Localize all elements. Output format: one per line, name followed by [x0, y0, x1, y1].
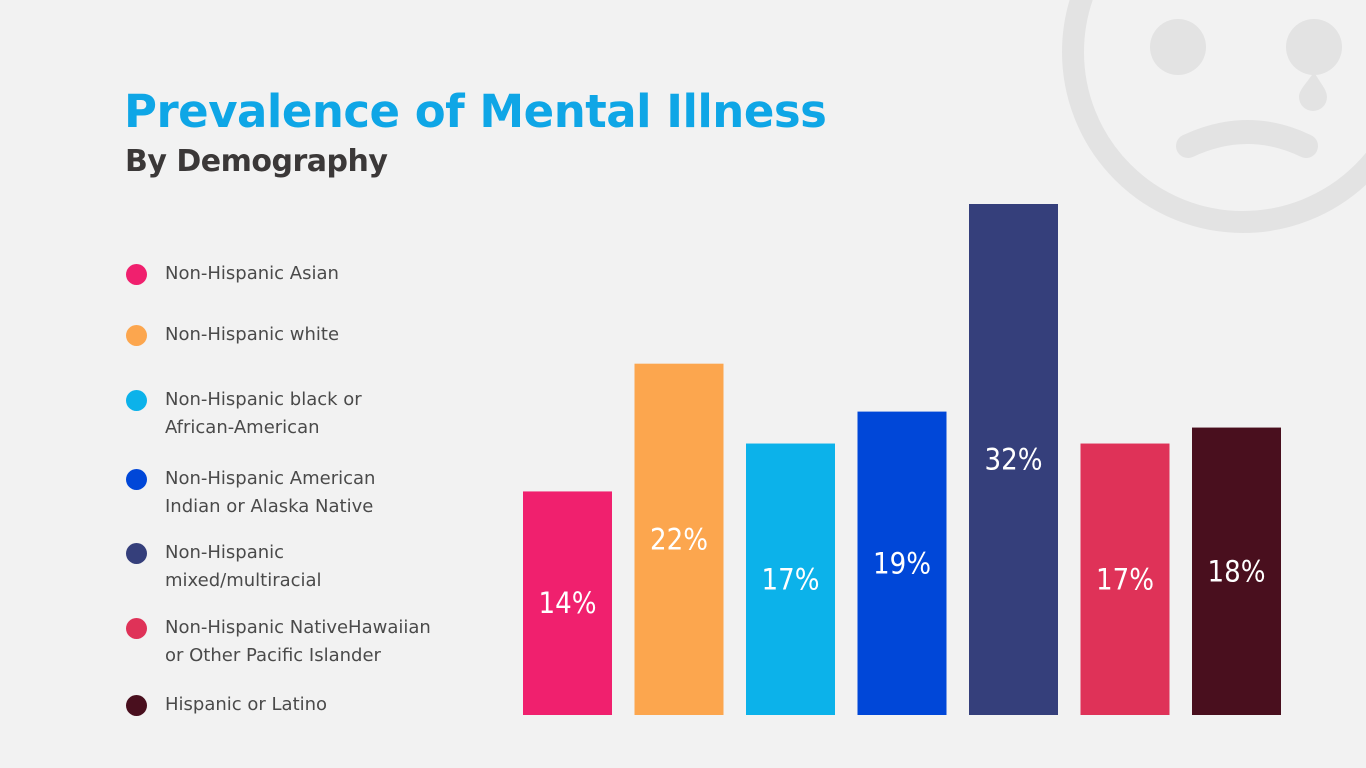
bar — [523, 491, 612, 715]
legend-label-line: Hispanic or Latino — [165, 694, 328, 715]
legend-label-line: Non-Hispanic NativeHawaiian — [165, 617, 431, 638]
bar-value-label: 14% — [539, 586, 597, 620]
legend-label-line: Indian or Alaska Native — [165, 496, 374, 517]
bar — [1192, 427, 1281, 715]
legend-label-line: Non-Hispanic Asian — [165, 263, 339, 284]
bar-value-label: 17% — [762, 562, 820, 596]
legend-label: Non-Hispanic mixed/multiracial — [165, 539, 465, 595]
bar-value-label: 22% — [650, 522, 708, 556]
legend-swatch — [126, 325, 147, 346]
legend-swatch — [126, 695, 147, 716]
legend-swatch — [126, 469, 147, 490]
bar — [634, 363, 724, 715]
bar-value-label: 18% — [1208, 554, 1266, 588]
legend-label: Non-Hispanic Asian — [165, 260, 465, 288]
legend-label: Non-Hispanic white — [165, 321, 465, 349]
legend-label-line: mixed/multiracial — [165, 570, 322, 591]
legend-swatch — [126, 543, 147, 564]
legend-label: Non-Hispanic American Indian or Alaska Na… — [165, 465, 465, 521]
bar — [969, 204, 1058, 715]
bar-value-label: 32% — [985, 443, 1043, 477]
bar-value-label: 19% — [873, 546, 931, 580]
legend-swatch — [126, 390, 147, 411]
bar — [746, 443, 835, 715]
page-title: Prevalence of Mental Illness — [124, 85, 827, 138]
legend-label-line: or Other Pacific Islander — [165, 645, 381, 666]
bar — [1080, 443, 1170, 715]
page-subtitle: By Demography — [125, 144, 388, 179]
legend-label-line: African-American — [165, 417, 320, 438]
legend-swatch — [126, 264, 147, 285]
legend-label: Non-Hispanic black or African-American — [165, 386, 465, 442]
legend-label-line: Non-Hispanic white — [165, 324, 340, 345]
legend-label-line: Non-Hispanic American — [165, 468, 376, 489]
legend-label: Hispanic or Latino — [165, 691, 465, 719]
legend-label-line: Non-Hispanic — [165, 542, 285, 563]
bar-value-label: 17% — [1096, 562, 1154, 596]
legend-swatch — [126, 618, 147, 639]
bar — [857, 411, 947, 715]
legend-label-line: Non-Hispanic black or — [165, 389, 362, 410]
legend-label: Non-Hispanic NativeHawaiian or Other Paci… — [165, 614, 465, 670]
